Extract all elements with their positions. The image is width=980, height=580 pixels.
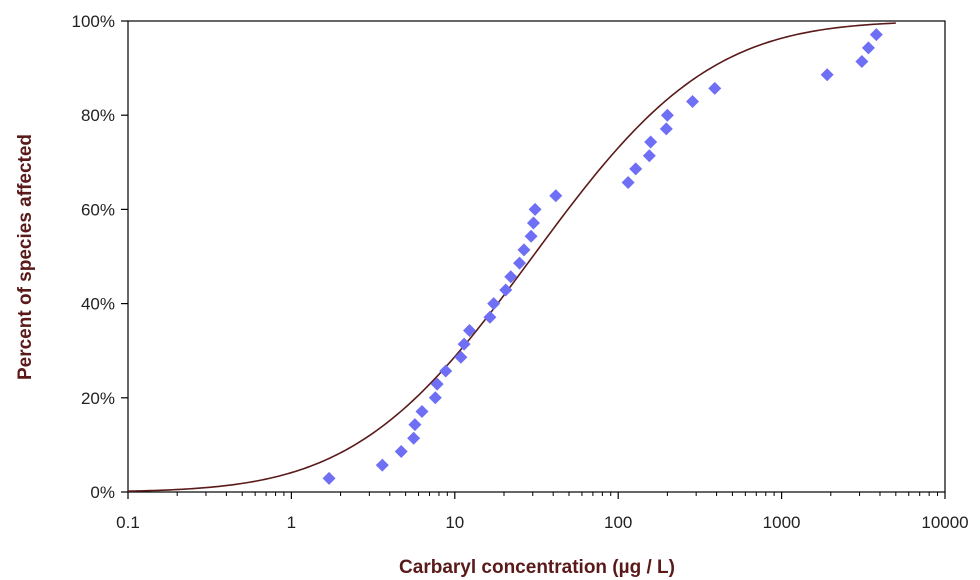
data-point	[394, 444, 408, 458]
y-tick-label: 60%	[81, 200, 115, 219]
data-point	[454, 350, 468, 364]
data-point	[407, 431, 421, 445]
y-tick-label: 100%	[72, 12, 115, 31]
y-tick-label: 0%	[90, 483, 115, 502]
x-axis-title: Carbaryl concentration (µg / L)	[399, 557, 675, 578]
y-axis-title: Percent of species affected	[15, 134, 36, 380]
data-point	[322, 471, 336, 485]
data-point	[408, 418, 422, 432]
x-tick-label: 0.1	[116, 513, 140, 532]
y-tick-label: 20%	[81, 389, 115, 408]
data-point	[660, 108, 674, 122]
data-point	[621, 176, 635, 190]
plot-frame	[127, 20, 946, 493]
x-tick-label: 1000	[763, 513, 801, 532]
x-tick-label: 100	[604, 513, 632, 532]
data-point	[375, 458, 389, 472]
data-point	[855, 55, 869, 69]
x-tick-label: 10	[445, 513, 464, 532]
data-point	[820, 68, 834, 82]
data-point	[524, 229, 538, 243]
x-tick-label: 10000	[921, 513, 968, 532]
data-point	[517, 243, 531, 257]
data-point	[686, 95, 700, 109]
y-tick-label: 40%	[81, 295, 115, 314]
fitted-curve	[127, 22, 896, 492]
data-point	[869, 28, 883, 42]
data-point	[659, 122, 673, 136]
data-point	[499, 283, 513, 297]
data-point	[549, 189, 563, 203]
y-tick-label: 80%	[81, 106, 115, 125]
data-point	[483, 310, 497, 324]
data-point	[428, 391, 442, 405]
data-point	[457, 337, 471, 351]
data-point	[644, 135, 658, 149]
data-point	[439, 364, 453, 378]
plot-area: 0% 20% 40% 60% 80% 100% 0.1 1 10 100 1000 10000	[72, 12, 969, 532]
data-point	[861, 41, 875, 55]
data-point	[504, 270, 518, 284]
data-point	[642, 149, 656, 163]
data-point	[629, 162, 643, 176]
data-point	[526, 216, 540, 230]
data-point	[513, 256, 527, 270]
data-point	[415, 404, 429, 418]
data-point	[462, 323, 476, 337]
x-tick-label: 1	[287, 513, 296, 532]
data-point	[528, 202, 542, 216]
data-point	[430, 377, 444, 391]
data-point	[708, 81, 722, 95]
data-point	[487, 297, 501, 311]
